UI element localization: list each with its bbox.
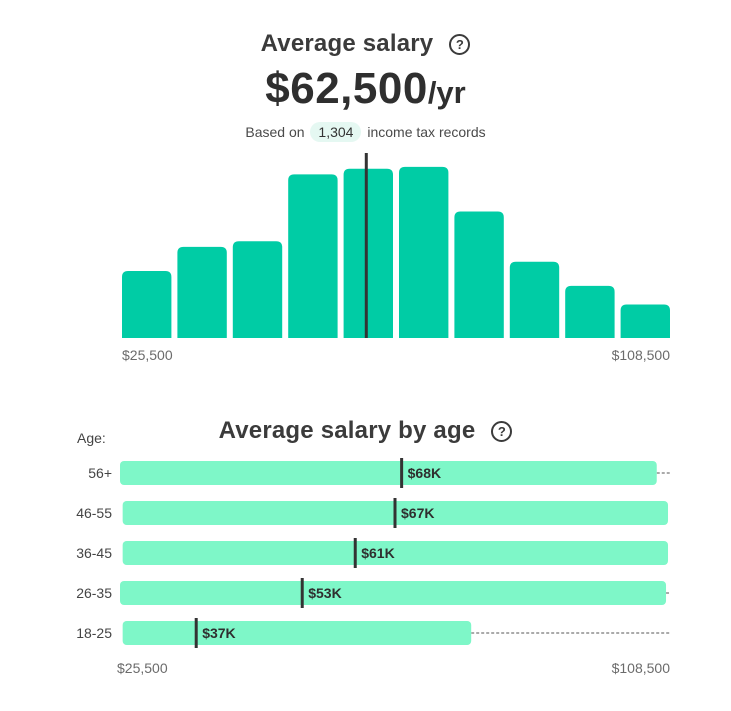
age-category-label: 18-25 <box>76 625 112 641</box>
age-average-value: $68K <box>408 465 441 481</box>
question-circle-icon[interactable]: ? <box>449 33 471 55</box>
x-tick-min: $25,500 <box>117 660 168 676</box>
histogram-bar <box>232 241 283 338</box>
x-tick-max: $108,500 <box>612 347 671 363</box>
salary-histogram-chart: $25,500 $108,500 <box>122 153 671 363</box>
question-circle-icon[interactable]: ? <box>491 420 513 442</box>
histogram-bar <box>565 285 615 338</box>
age-section-title-row: Average salary by age? <box>0 417 731 445</box>
histogram-bar <box>122 271 172 338</box>
age-axis-label: Age: <box>77 430 106 446</box>
average-salary-value: $62,500/yr <box>0 64 731 114</box>
based-on-suffix: income tax records <box>367 124 486 140</box>
histogram-bar <box>509 261 560 338</box>
average-salary-title-row: Average salary? <box>0 30 731 58</box>
age-salary-bar <box>122 621 472 645</box>
based-on-prefix: Based on <box>245 124 305 140</box>
age-category-label: 46-55 <box>76 505 112 521</box>
age-category-label: 26-35 <box>76 585 112 601</box>
histogram-bar <box>288 174 338 338</box>
age-category-label: 56+ <box>88 465 112 481</box>
age-salary-bar <box>120 581 667 605</box>
histogram-bar <box>399 166 449 338</box>
salary-unit: /yr <box>427 75 466 110</box>
age-salary-bar <box>122 541 669 565</box>
x-tick-min: $25,500 <box>122 347 173 363</box>
x-tick-max: $108,500 <box>612 660 671 676</box>
records-note: Based on 1,304 income tax records <box>0 122 731 142</box>
age-section-title: Average salary by age <box>218 417 476 444</box>
histogram-bar <box>177 246 227 338</box>
age-average-value: $37K <box>202 625 235 641</box>
histogram-bar <box>343 168 393 338</box>
age-average-value: $67K <box>401 505 434 521</box>
record-count-badge: 1,304 <box>310 122 362 142</box>
salary-amount: $62,500 <box>265 64 428 113</box>
age-average-value: $61K <box>361 545 394 561</box>
age-salary-bar <box>120 461 657 485</box>
page-title: Average salary <box>260 30 434 57</box>
age-category-label: 36-45 <box>76 545 112 561</box>
histogram-bar <box>620 304 670 338</box>
histogram-bar <box>454 211 504 338</box>
age-average-value: $53K <box>308 585 341 601</box>
